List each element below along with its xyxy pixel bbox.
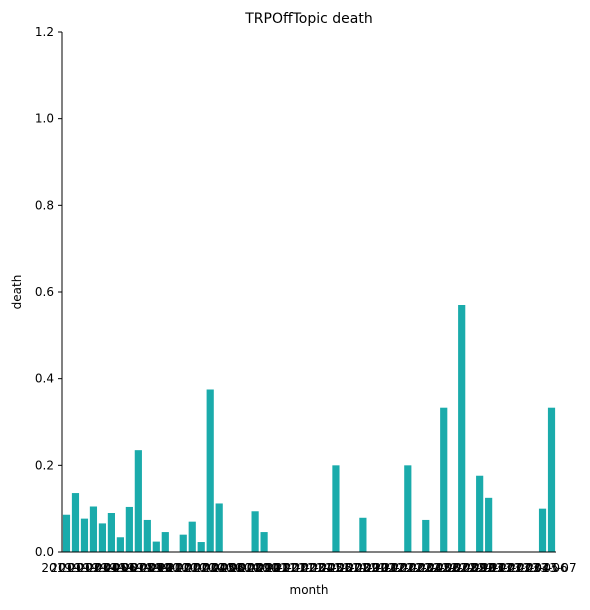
- bar: [458, 305, 466, 552]
- x-tick-label: 2019-11: [131, 561, 181, 575]
- x-tick-label: 2021-02: [266, 561, 316, 575]
- x-tick-label: 2020-08: [212, 561, 262, 575]
- x-tick-label: 2019-05: [77, 561, 127, 575]
- bar: [197, 542, 205, 552]
- bar: [107, 513, 115, 552]
- x-tick-label: 2019-02: [50, 561, 100, 575]
- bar: [125, 506, 133, 552]
- y-tick-label: 1.2: [35, 25, 54, 39]
- x-tick-label: 2021-07: [311, 561, 361, 575]
- bar: [404, 465, 412, 552]
- x-tick-label: 2021-08: [320, 561, 370, 575]
- bar: [143, 519, 151, 552]
- x-tick-label: 2022-02: [374, 561, 424, 575]
- x-tick-label: 2023-02: [482, 561, 532, 575]
- x-tick-label: 2020-04: [176, 561, 226, 575]
- bar: [440, 407, 448, 552]
- x-tick-label: 2021-04: [284, 561, 334, 575]
- x-tick-label: 2020-01: [149, 561, 199, 575]
- x-tick-label: 2022-08: [428, 561, 478, 575]
- bar: [152, 541, 160, 552]
- bar: [89, 506, 98, 552]
- x-tick-label: 2020-02: [158, 561, 208, 575]
- y-axis-label: death: [10, 275, 24, 310]
- y-tick-label: 0.0: [35, 545, 54, 559]
- x-tick-label: 2020-03: [167, 561, 217, 575]
- bar: [538, 508, 547, 552]
- x-tick-label: 2021-11: [347, 561, 397, 575]
- x-tick-label: 2020-05: [185, 561, 235, 575]
- x-tick-label: 2021-06: [302, 561, 352, 575]
- bar: [485, 497, 493, 552]
- bar: [206, 389, 214, 552]
- bar: [215, 503, 223, 552]
- x-tick-label: 2019-10: [122, 561, 172, 575]
- bar: [179, 534, 187, 552]
- x-tick-label: 2021-12: [356, 561, 406, 575]
- x-tick-label: 2020-07: [203, 561, 253, 575]
- bar: [359, 517, 367, 552]
- x-tick-label: 2022-12: [464, 561, 514, 575]
- x-tick-label: 2020-09: [221, 561, 271, 575]
- y-tick-label: 0.2: [35, 458, 54, 472]
- x-tick-label: 2019-03: [59, 561, 109, 575]
- x-tick-label: 2023-01: [473, 561, 523, 575]
- x-tick-label: 2021-03: [275, 561, 325, 575]
- x-tick-label: 2019-08: [104, 561, 154, 575]
- x-axis-label: month: [290, 583, 329, 597]
- x-tick-label: 2019-09: [113, 561, 163, 575]
- x-tick-label: 2022-06: [410, 561, 460, 575]
- x-tick-label: 2019-06: [86, 561, 136, 575]
- bar: [260, 532, 268, 552]
- x-tick-label: 2023-04: [499, 561, 549, 575]
- x-tick-label: 2022-11: [455, 561, 505, 575]
- x-tick-label: 2019-04: [68, 561, 118, 575]
- x-tick-label: 2021-10: [338, 561, 388, 575]
- bar: [251, 511, 259, 552]
- x-tick-label: 2023-07: [526, 561, 576, 575]
- x-tick-label: 2021-01: [257, 561, 307, 575]
- chart-title: TRPOffTopic death: [244, 11, 373, 27]
- bar: [547, 407, 556, 552]
- x-tick-label: 2020-06: [194, 561, 244, 575]
- bar: [161, 532, 169, 552]
- x-tick-label: 2022-03: [383, 561, 433, 575]
- x-tick-label: 2022-07: [419, 561, 469, 575]
- x-tick-label: 2019-01: [41, 561, 91, 575]
- x-tick-label: 2021-09: [329, 561, 379, 575]
- bar: [332, 465, 340, 552]
- x-tick-label: 2019-07: [95, 561, 145, 575]
- bar: [62, 514, 71, 552]
- x-tick-label: 2023-06: [517, 561, 567, 575]
- x-tick-label: 2022-05: [401, 561, 451, 575]
- x-tick-label: 2020-10: [230, 561, 280, 575]
- x-tick-label: 2020-11: [239, 561, 289, 575]
- y-tick-label: 1.0: [35, 112, 54, 126]
- x-tick-label: 2023-05: [508, 561, 558, 575]
- x-tick-label: 2021-05: [293, 561, 343, 575]
- bar: [98, 523, 107, 552]
- bar: [80, 518, 89, 552]
- x-tick-label: 2022-09: [437, 561, 487, 575]
- y-tick-label: 0.6: [35, 285, 54, 299]
- y-tick-label: 0.4: [35, 372, 54, 386]
- bar: [134, 450, 142, 552]
- bar: [71, 493, 80, 552]
- x-tick-label: 2022-01: [365, 561, 415, 575]
- bar: [188, 521, 196, 552]
- x-tick-label: 2020-12: [248, 561, 298, 575]
- x-tick-label: 2022-10: [446, 561, 496, 575]
- x-tick-label: 2019-12: [140, 561, 190, 575]
- bar: [422, 519, 430, 552]
- x-tick-label: 2023-03: [491, 561, 541, 575]
- x-tick-label: 2022-04: [392, 561, 442, 575]
- bar: [116, 537, 124, 552]
- bar: [476, 475, 484, 552]
- y-tick-label: 0.8: [35, 198, 54, 212]
